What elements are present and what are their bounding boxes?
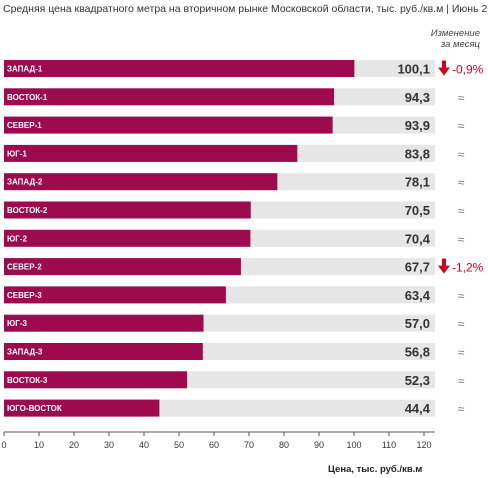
change-approx-icon: ≈ (458, 289, 465, 303)
value-label: 63,4 (405, 288, 431, 303)
change-column-header: Изменение за месяц (431, 28, 480, 50)
category-label: СЕВЕР-2 (7, 263, 42, 272)
x-axis-label: Цена, тыс. руб./кв.м (328, 464, 423, 475)
category-label: ВОСТОК-2 (7, 206, 48, 215)
value-label: 67,7 (405, 260, 430, 275)
value-label: 94,3 (405, 90, 430, 105)
x-tick-label: 100 (346, 440, 361, 450)
bar (4, 371, 188, 389)
change-approx-icon: ≈ (458, 147, 465, 161)
x-tick-label: 20 (69, 440, 79, 450)
x-tick-label: 40 (139, 440, 149, 450)
x-tick-label: 70 (244, 440, 254, 450)
x-tick-label: 60 (209, 440, 219, 450)
down-arrow-icon (442, 258, 446, 267)
bar (4, 286, 226, 304)
chart-title: Средняя цена квадратного метра на вторич… (3, 3, 488, 15)
category-label: ЮГ-2 (7, 234, 27, 243)
change-approx-icon: ≈ (458, 346, 465, 360)
x-tick-label: 80 (279, 440, 289, 450)
category-label: ВОСТОК-3 (7, 376, 48, 385)
change-approx-icon: ≈ (458, 374, 465, 388)
x-tick-label: 10 (34, 440, 44, 450)
value-label: 78,1 (405, 175, 430, 190)
change-header-line1: Изменение (430, 28, 480, 39)
category-label: ЮГ-1 (7, 149, 27, 158)
category-label: ЗАПАД-1 (7, 65, 43, 74)
x-tick-label: 90 (314, 440, 324, 450)
category-label: ВОСТОК-1 (7, 93, 48, 102)
change-approx-icon: ≈ (458, 232, 465, 246)
value-label: 44,4 (405, 401, 431, 416)
change-approx-icon: ≈ (458, 204, 465, 218)
value-label: 56,8 (405, 345, 430, 360)
bar (4, 60, 355, 77)
down-arrow-icon (438, 265, 450, 274)
bar (4, 399, 160, 417)
bar (4, 173, 278, 191)
category-label: ЗАПАД-3 (7, 348, 43, 357)
value-label: 83,8 (405, 146, 430, 161)
value-label: 52,3 (405, 373, 430, 388)
change-approx-icon: ≈ (458, 317, 465, 331)
value-label: 70,4 (405, 231, 431, 246)
category-label: ЗАПАД-2 (7, 178, 43, 187)
category-label: ЮГ-3 (7, 319, 27, 328)
category-label: ЮГО-ВОСТОК (7, 404, 62, 413)
bar (4, 88, 335, 106)
down-arrow-icon (442, 60, 446, 69)
category-label: СЕВЕР-1 (7, 121, 42, 130)
x-tick-label: 120 (416, 440, 431, 450)
bar (4, 343, 203, 360)
bar (4, 116, 333, 134)
bar (4, 144, 298, 162)
change-label: -0,9% (452, 63, 484, 77)
value-label: 57,0 (405, 316, 430, 331)
bar (4, 229, 251, 247)
x-tick-label: 0 (1, 440, 6, 450)
change-approx-icon: ≈ (458, 119, 465, 133)
x-tick-label: 110 (382, 440, 396, 450)
bar (4, 314, 204, 332)
change-approx-icon: ≈ (458, 402, 465, 416)
change-header-line2: за месяц (440, 39, 480, 50)
x-tick-label: 30 (104, 440, 114, 450)
change-label: -1,2% (452, 261, 484, 275)
bar (4, 201, 251, 219)
down-arrow-icon (438, 67, 450, 76)
x-tick-label: 50 (174, 440, 184, 450)
category-label: СЕВЕР-3 (7, 291, 42, 300)
change-approx-icon: ≈ (458, 176, 465, 190)
value-label: 93,9 (405, 118, 430, 133)
change-approx-icon: ≈ (458, 91, 465, 105)
value-label: 70,5 (405, 203, 430, 218)
value-label: 100,1 (397, 62, 430, 77)
bar (4, 258, 241, 276)
